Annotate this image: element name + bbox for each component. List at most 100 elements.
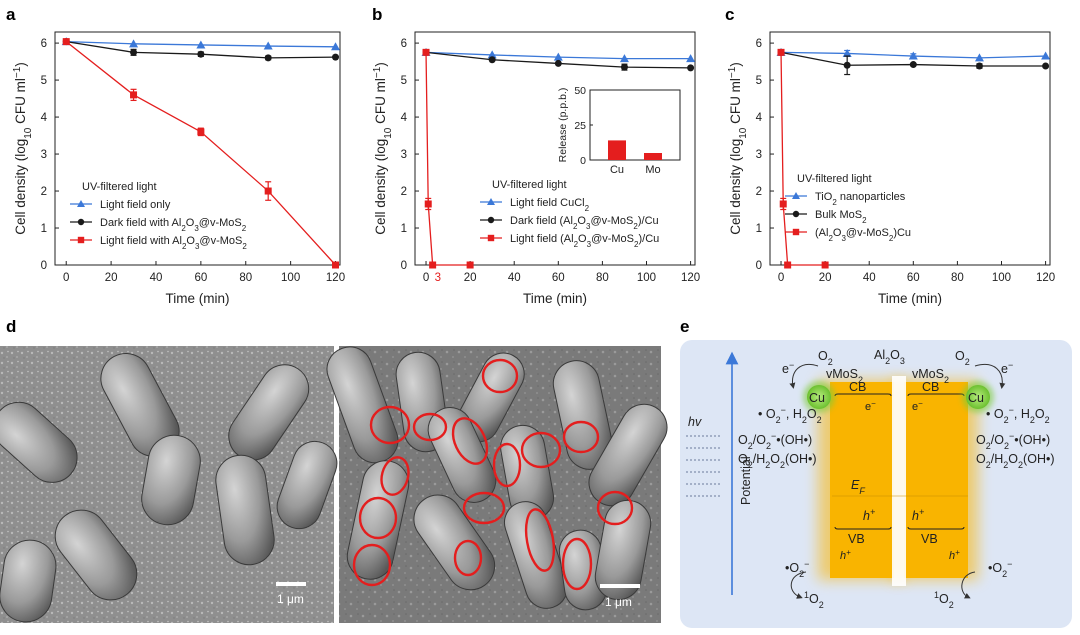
x-tick-label: 60	[552, 272, 565, 284]
data-point	[264, 54, 272, 62]
vb-label-right: VB	[921, 532, 938, 546]
y-tick-label: 4	[401, 112, 408, 124]
micrograph-left: 1 μm	[0, 346, 338, 623]
chart-c: 0 20 40 60 80 100 120 0 1 2 3 4 5 6 Time (min) Cell den…	[727, 31, 1055, 306]
cb-label-right: CB	[922, 380, 939, 394]
y-tick-label: 5	[41, 75, 47, 87]
hv-label: hv	[688, 415, 702, 429]
data-point	[908, 51, 918, 60]
vmos2-label-right: vMoS2	[912, 367, 949, 385]
y-tick-label: 5	[756, 75, 762, 87]
x-tick-label: 100	[992, 272, 1011, 284]
y-tick-label: 6	[41, 38, 47, 50]
legend-label: Dark field (Al2O3@v-MoS2)/Cu	[510, 215, 659, 231]
mechanism-schematic: Potential hv EF CB CB e− e− VB VB h+ h+ …	[680, 340, 1072, 628]
micrograph-right: 1 μm	[326, 346, 668, 623]
x-tick-label: 60	[194, 272, 207, 284]
radical-o2-right: •O2−	[988, 559, 1012, 579]
legend-label: TiO2 nanoparticles	[815, 191, 906, 207]
y-tick-label: 2	[401, 186, 407, 198]
data-point	[130, 91, 138, 99]
hole-left: h+	[863, 507, 875, 523]
data-point	[843, 61, 851, 69]
x-axis-label: Time (min)	[166, 291, 230, 306]
x-axis-label: Time (min)	[878, 291, 942, 306]
inset-bar	[608, 140, 626, 160]
chart-a: 0 20 40 60 80 100 120 0 1 2 3 4 5 6 Time (min) Cell den…	[12, 31, 345, 306]
singlet-arrow-right	[961, 571, 976, 599]
vb-label-left: VB	[848, 532, 865, 546]
singlet-o2-right: 1O2	[934, 590, 954, 610]
legend-marker	[487, 198, 495, 205]
o2-h2o2-right: O2/H2O2(OH•)	[976, 452, 1055, 470]
x-tick-label: 120	[1036, 272, 1055, 284]
data-point	[429, 261, 437, 269]
x-tick-label: 0	[63, 272, 69, 284]
x-axis-label: Time (min)	[523, 291, 587, 306]
data-point	[974, 53, 984, 62]
inset-category-label: Mo	[645, 164, 660, 176]
electron-right: e−	[1001, 360, 1013, 376]
x-tick-label: 0	[778, 272, 784, 284]
singlet-o2-left: 1O2	[804, 590, 824, 610]
x-tick-label: 20	[819, 272, 832, 284]
legend-marker	[792, 210, 800, 218]
x-tick-label: 60	[907, 272, 920, 284]
plot-frame	[769, 31, 1051, 266]
y-tick-label: 3	[41, 149, 47, 161]
legend-marker	[77, 218, 85, 226]
panel-label-b: b	[372, 5, 382, 24]
x-tick-label: 100	[281, 272, 300, 284]
data-point	[62, 38, 70, 46]
light-arrows-icon	[686, 435, 720, 497]
legend-label: Light field (Al2O3@v-MoS2)/Cu	[510, 233, 659, 249]
hole-bottom-left: h+	[840, 548, 851, 563]
x-tick-label: 80	[951, 272, 964, 284]
y-tick-label: 1	[401, 223, 407, 235]
cu-particle-right	[966, 385, 990, 409]
inset-y-tick-label: 50	[574, 85, 586, 97]
o2-radical-right: O2/O2−•(OH•)	[976, 431, 1050, 451]
cu-label-left: Cu	[809, 391, 825, 405]
data-point	[842, 48, 852, 57]
data-point	[263, 41, 273, 50]
fermi-level: EF	[851, 478, 865, 496]
x-tick-label: 0	[423, 272, 429, 284]
inset-y-axis-label: Release (p.p.b.)	[557, 88, 569, 163]
data-point	[620, 63, 628, 71]
o2-reduction-arrow-left	[789, 364, 819, 389]
data-point	[553, 52, 563, 61]
x-tick-label: 80	[596, 272, 609, 284]
cb-label-left: CB	[849, 380, 866, 394]
legend-title: UV-filtered light	[492, 179, 567, 191]
data-point	[129, 39, 139, 48]
data-point	[554, 59, 562, 67]
plot-frame	[414, 31, 696, 266]
data-point	[332, 53, 340, 61]
x-tick-label: 120	[326, 272, 345, 284]
panel-label-d: d	[6, 317, 16, 336]
legend-label: Light field CuCl2	[510, 197, 590, 213]
y-tick-label: 0	[41, 260, 47, 272]
data-point	[487, 50, 497, 59]
inset-y-tick-label: 25	[574, 120, 586, 132]
ros-right: • O2−, H2O2	[986, 405, 1050, 425]
vmos2-label-left: vMoS2	[826, 367, 863, 385]
legend-marker	[77, 236, 85, 244]
y-tick-label: 5	[401, 75, 407, 87]
legend-marker	[487, 234, 495, 242]
legend-marker	[487, 216, 495, 224]
y-tick-label: 4	[41, 112, 48, 124]
y-axis-label: Cell density (log10 CFU ml−1)	[372, 62, 394, 235]
inset-y-tick-label: 0	[580, 155, 586, 167]
data-point	[686, 54, 696, 63]
series-line	[425, 52, 471, 266]
time-annotation: 3	[435, 272, 441, 284]
electron-left: e−	[782, 360, 794, 376]
y-tick-label: 4	[756, 112, 763, 124]
hole-right: h+	[912, 507, 924, 523]
legend-marker	[792, 228, 800, 236]
y-tick-label: 1	[41, 223, 47, 235]
plot-frame	[54, 31, 341, 266]
hole-bottom-right: h+	[949, 548, 960, 563]
